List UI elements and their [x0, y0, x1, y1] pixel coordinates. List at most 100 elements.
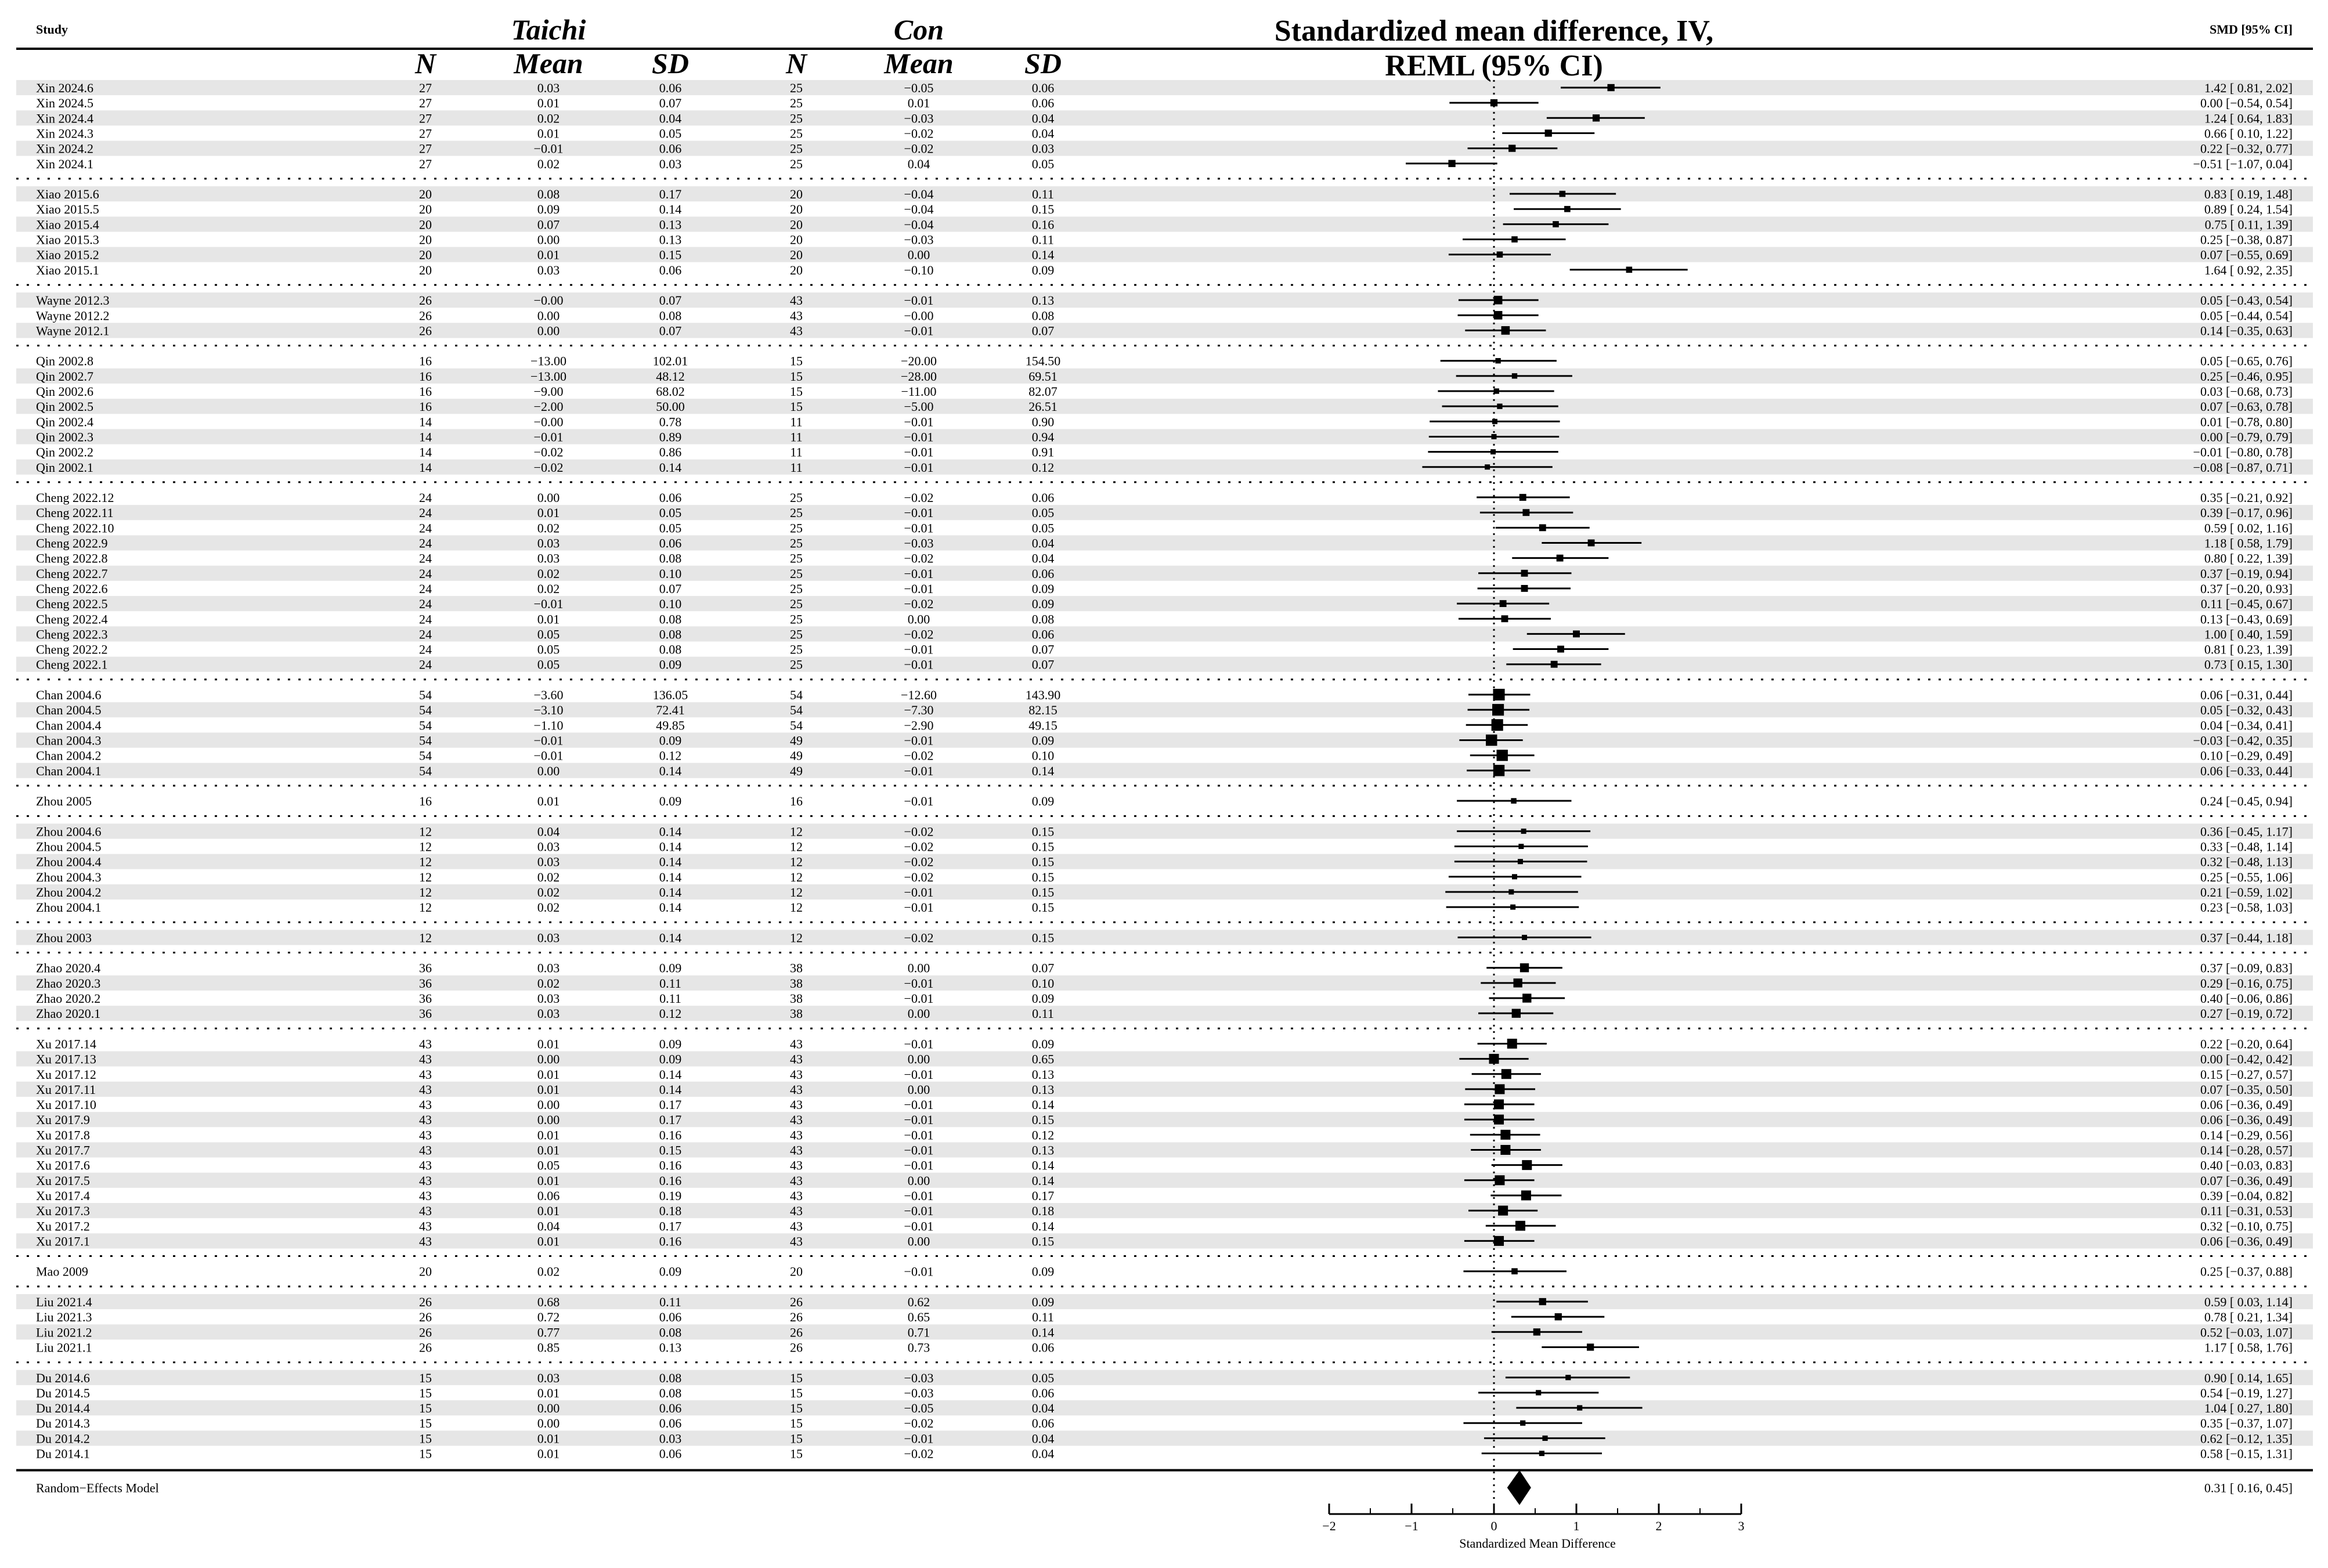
cell-n1: 24	[419, 521, 432, 535]
cell-n1: 20	[419, 248, 432, 262]
cell-n2: 11	[790, 414, 802, 429]
study-name: Chan 2004.3	[36, 733, 101, 747]
ci-value: 0.35 [−0.21, 0.92]	[2200, 490, 2293, 505]
cell-m1: 0.01	[537, 505, 560, 520]
row-band	[16, 1233, 2313, 1249]
cell-n2: 25	[790, 157, 803, 171]
cell-m2: −11.00	[901, 384, 936, 399]
cell-m2: 0.00	[908, 248, 930, 262]
row-band	[16, 930, 2313, 945]
ci-value: 0.37 [−0.19, 0.94]	[2200, 566, 2293, 581]
cell-sd2: 82.07	[1028, 384, 1057, 399]
cell-m2: −0.01	[904, 1097, 934, 1112]
row-band	[16, 596, 2313, 612]
cell-sd1: 0.11	[659, 991, 681, 1006]
study-name: Liu 2021.3	[36, 1310, 92, 1324]
cell-m1: 0.01	[537, 1204, 560, 1218]
cell-sd2: 0.09	[1032, 733, 1055, 747]
cell-n1: 26	[419, 1310, 432, 1324]
row-band	[16, 1370, 2313, 1385]
cell-n1: 26	[419, 1340, 432, 1354]
cell-n2: 25	[790, 657, 803, 672]
row-band	[16, 884, 2313, 900]
point-estimate	[1500, 1129, 1511, 1140]
cell-sd2: 0.14	[1032, 248, 1055, 262]
study-name: Zhao 2020.1	[36, 1006, 100, 1021]
cell-n2: 43	[790, 1128, 803, 1142]
point-estimate	[1522, 993, 1532, 1003]
point-estimate	[1520, 1420, 1526, 1426]
study-name: Xiao 2015.5	[36, 202, 99, 216]
study-name: Du 2014.2	[36, 1431, 90, 1446]
ci-value: −0.01 [−0.80, 0.78]	[2193, 445, 2293, 460]
cell-n1: 26	[419, 1295, 432, 1309]
point-estimate	[1491, 433, 1497, 439]
point-estimate	[1493, 388, 1499, 394]
cell-n1: 12	[419, 900, 432, 915]
study-name: Liu 2021.2	[36, 1325, 92, 1339]
cell-m1: 0.03	[537, 551, 560, 566]
cell-sd2: 0.14	[1032, 1325, 1055, 1339]
study-name: Mao 2009	[36, 1264, 88, 1279]
cell-sd2: 0.13	[1032, 1067, 1055, 1082]
cell-sd1: 0.06	[659, 142, 682, 156]
row-band	[16, 429, 2313, 445]
cell-n2: 25	[790, 96, 803, 110]
ci-value: 0.59 [ 0.03, 1.14]	[2204, 1295, 2293, 1309]
point-estimate	[1507, 1038, 1517, 1049]
cell-n2: 25	[790, 536, 803, 551]
cell-sd1: 0.05	[659, 505, 682, 520]
ci-value: 0.81 [ 0.23, 1.39]	[2204, 642, 2293, 657]
cell-m2: 0.00	[908, 612, 930, 626]
cell-sd1: 0.06	[659, 263, 682, 277]
cell-n1: 36	[419, 991, 432, 1006]
cell-sd2: 0.09	[1032, 581, 1055, 596]
cell-n1: 43	[419, 1052, 432, 1067]
cell-n2: 15	[790, 1447, 803, 1461]
point-estimate	[1553, 221, 1559, 227]
cell-n1: 54	[419, 718, 432, 732]
row-band	[16, 1006, 2313, 1021]
cell-m2: −0.01	[904, 521, 934, 535]
point-estimate	[1517, 859, 1523, 865]
cell-n1: 16	[419, 794, 432, 808]
study-name: Wayne 2012.1	[36, 323, 110, 338]
point-estimate	[1587, 539, 1595, 547]
cell-sd1: 0.03	[659, 157, 682, 171]
cell-n1: 15	[419, 1416, 432, 1430]
cell-sd1: 0.12	[659, 749, 682, 763]
cell-m1: 0.01	[537, 1082, 560, 1097]
tick-label: 3	[1738, 1519, 1745, 1533]
cell-sd2: 0.09	[1032, 794, 1055, 808]
cell-n2: 25	[790, 551, 803, 566]
study-name: Zhou 2004.4	[36, 855, 101, 869]
cell-n2: 38	[790, 976, 803, 991]
cell-m1: 0.00	[537, 308, 560, 323]
ci-value: 0.90 [ 0.14, 1.65]	[2204, 1371, 2293, 1385]
cell-sd1: 0.14	[659, 840, 682, 854]
ci-value: 0.36 [−0.45, 1.17]	[2200, 824, 2293, 839]
cell-m1: 0.02	[537, 521, 560, 535]
cell-sd2: 0.06	[1032, 627, 1055, 641]
cell-sd2: 0.04	[1032, 536, 1055, 551]
tick-label: 0	[1491, 1519, 1497, 1533]
cell-sd1: 0.08	[659, 308, 682, 323]
cell-sd2: 26.51	[1028, 399, 1057, 414]
cell-m1: 0.01	[537, 1036, 560, 1051]
point-estimate	[1554, 1313, 1562, 1321]
cell-n2: 20	[790, 217, 803, 232]
cell-n2: 43	[790, 308, 803, 323]
ci-value: 0.05 [−0.43, 0.54]	[2200, 293, 2293, 308]
study-name: Xin 2024.4	[36, 111, 93, 125]
cell-n1: 27	[419, 126, 432, 140]
cell-m1: −13.00	[530, 354, 566, 368]
cell-n1: 43	[419, 1219, 432, 1233]
cell-sd1: 0.14	[659, 930, 682, 945]
cell-sd2: 0.04	[1032, 111, 1055, 125]
cell-sd1: 0.14	[659, 870, 682, 884]
cell-m1: 0.02	[537, 566, 560, 581]
cell-n2: 12	[790, 855, 803, 869]
cell-sd2: 0.13	[1032, 1143, 1055, 1158]
point-estimate	[1494, 1114, 1504, 1125]
row-band	[16, 535, 2313, 551]
